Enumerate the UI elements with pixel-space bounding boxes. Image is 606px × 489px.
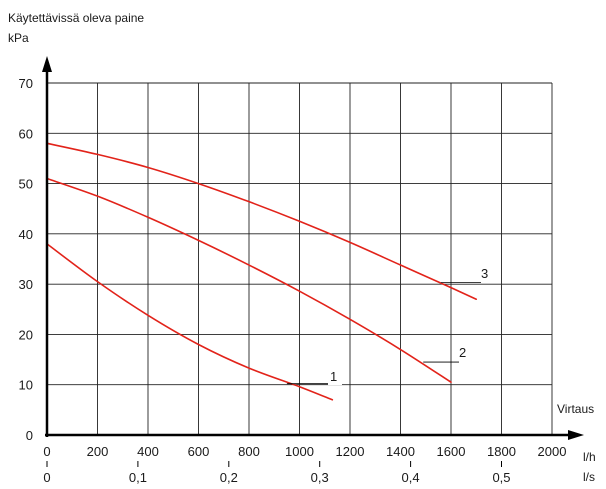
x-tick-label: 200 [87, 444, 109, 459]
x2-tick-label: 0,4 [402, 470, 420, 485]
x-axis-label: Virtaus [557, 402, 594, 416]
x2-tick-label: 0,3 [311, 470, 329, 485]
grid [47, 82, 553, 435]
x-tick-label: 400 [137, 444, 159, 459]
curve-1-label-bg [328, 368, 342, 385]
y-axis-label: Käytettävissä oleva paine [8, 11, 144, 25]
x-tick-label: 2000 [538, 444, 567, 459]
y-tick-label: 70 [19, 76, 33, 91]
curve-3 [46, 142, 478, 301]
x-tick-label: 1800 [487, 444, 516, 459]
x-tick-label: 1200 [336, 444, 365, 459]
curve-2-label-bg [457, 344, 471, 361]
curve-labels: 1 2 3 [286, 265, 493, 385]
y-tick-label: 10 [19, 378, 33, 393]
y-tick-label: 20 [19, 327, 33, 342]
curves [46, 142, 478, 401]
x-axis-arrow [568, 430, 584, 440]
x2-axis-unit: l/s [583, 470, 595, 484]
curve-2 [46, 177, 452, 383]
axes [42, 56, 584, 440]
x2-tick-label: 0,5 [492, 470, 510, 485]
y-tick-label: 50 [19, 177, 33, 192]
y-axis-arrow [42, 56, 52, 72]
x-tick-label: 1400 [386, 444, 415, 459]
y-tick-label: 0 [26, 428, 33, 443]
x-tick-label: 1600 [437, 444, 466, 459]
y-tick-label: 60 [19, 126, 33, 141]
curve-1 [46, 243, 334, 401]
curve-1-label: 1 [330, 369, 337, 384]
x-tick-label: 600 [188, 444, 210, 459]
y-axis-unit: kPa [8, 31, 29, 45]
x-axis-unit: l/h [583, 450, 596, 464]
x2-tick-label: 0,2 [220, 470, 238, 485]
x-tick-label: 800 [238, 444, 260, 459]
y-tick-label: 30 [19, 277, 33, 292]
curve-3-label-bg [479, 265, 493, 282]
x2-tick-label: 0,1 [129, 470, 147, 485]
x-tick-label: 0 [43, 444, 50, 459]
curve-3-label: 3 [481, 266, 488, 281]
y-tick-label: 40 [19, 227, 33, 242]
curve-2-label: 2 [459, 345, 466, 360]
x-tick-label: 1000 [285, 444, 314, 459]
x2-tick-label: 0 [43, 470, 50, 485]
